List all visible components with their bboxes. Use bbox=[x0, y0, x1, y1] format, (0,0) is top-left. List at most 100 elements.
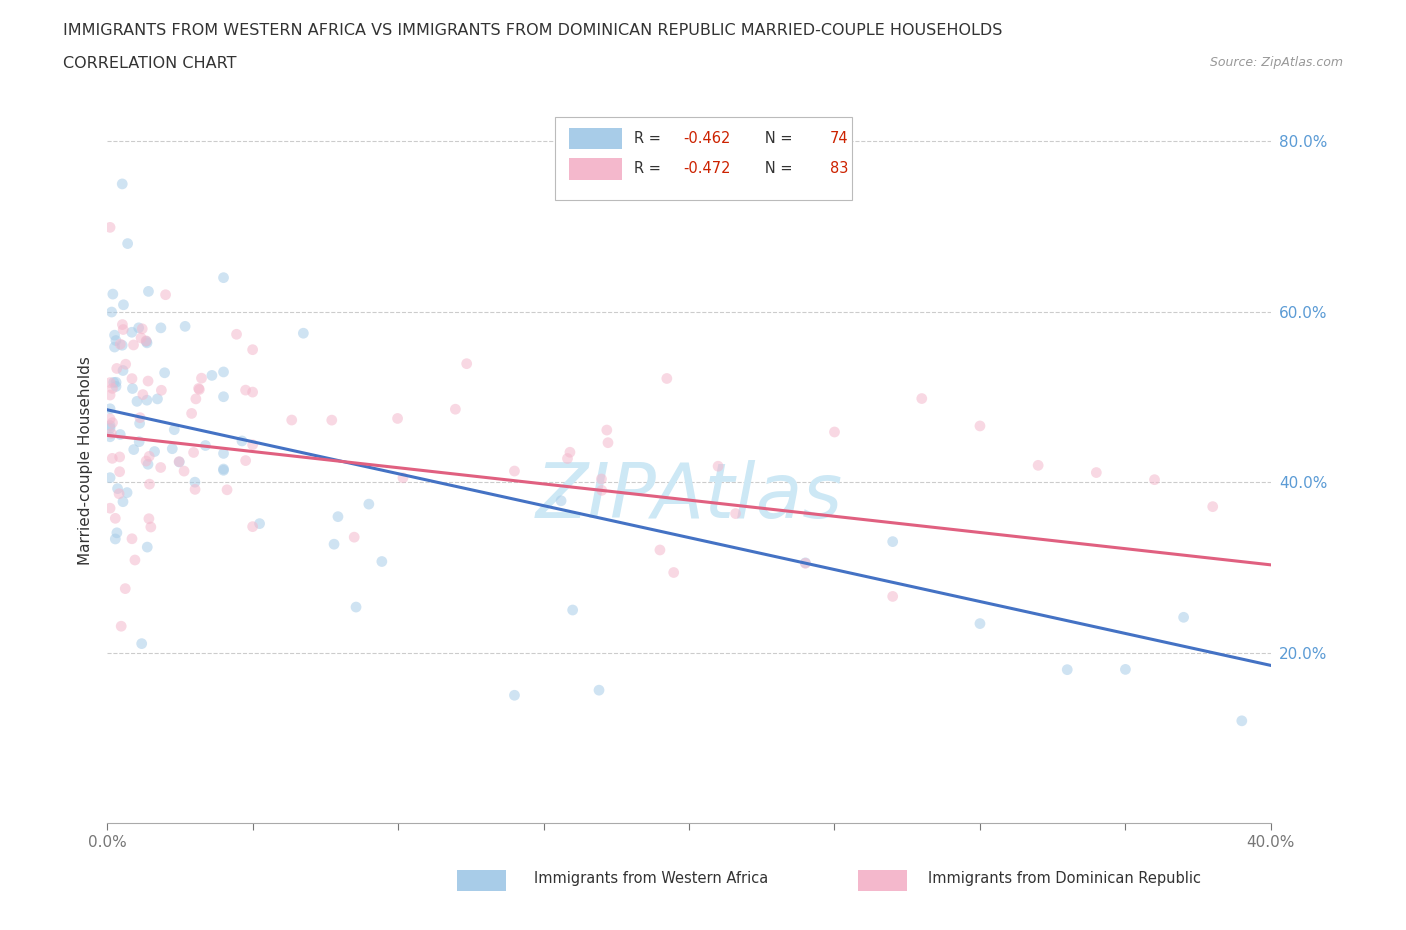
Point bbox=[131, 636, 153, 651]
Point bbox=[1202, 499, 1225, 514]
FancyBboxPatch shape bbox=[569, 158, 621, 179]
Text: Source: ZipAtlas.com: Source: ZipAtlas.com bbox=[1209, 56, 1343, 69]
Point bbox=[98, 430, 121, 445]
Point bbox=[122, 442, 145, 457]
Point bbox=[882, 534, 904, 549]
Point bbox=[326, 510, 349, 525]
Point bbox=[121, 325, 143, 339]
Point bbox=[136, 457, 159, 472]
Point bbox=[104, 511, 127, 525]
Point bbox=[194, 438, 217, 453]
Point bbox=[98, 219, 121, 234]
Point bbox=[1026, 458, 1049, 472]
Point bbox=[131, 322, 153, 337]
Point bbox=[794, 556, 817, 571]
Point bbox=[129, 330, 152, 345]
Point bbox=[153, 365, 176, 380]
Point bbox=[107, 481, 129, 496]
Text: R =: R = bbox=[634, 162, 666, 177]
Point bbox=[143, 445, 166, 459]
Point bbox=[112, 322, 135, 337]
Point bbox=[103, 327, 125, 342]
Text: IMMIGRANTS FROM WESTERN AFRICA VS IMMIGRANTS FROM DOMINICAN REPUBLIC MARRIED-COU: IMMIGRANTS FROM WESTERN AFRICA VS IMMIGR… bbox=[63, 23, 1002, 38]
Point bbox=[108, 464, 131, 479]
Point bbox=[180, 406, 202, 421]
Point bbox=[456, 356, 478, 371]
Point bbox=[557, 451, 579, 466]
Text: -0.472: -0.472 bbox=[683, 162, 731, 177]
Point bbox=[98, 402, 121, 417]
Point bbox=[235, 453, 257, 468]
Point bbox=[115, 485, 138, 500]
Point bbox=[969, 418, 991, 433]
Point bbox=[387, 411, 409, 426]
Point bbox=[212, 390, 235, 405]
Point bbox=[184, 482, 207, 497]
Point bbox=[121, 371, 143, 386]
FancyBboxPatch shape bbox=[555, 117, 852, 200]
Point bbox=[155, 287, 177, 302]
Point bbox=[1143, 472, 1166, 487]
Point bbox=[249, 516, 271, 531]
Point bbox=[190, 371, 212, 386]
Point bbox=[1085, 465, 1108, 480]
Point bbox=[561, 603, 583, 618]
Point bbox=[911, 392, 934, 406]
Point bbox=[724, 506, 747, 521]
Point bbox=[162, 441, 184, 456]
Point bbox=[1114, 662, 1136, 677]
Point bbox=[1230, 713, 1253, 728]
Point bbox=[110, 337, 132, 352]
Point bbox=[323, 537, 346, 551]
Point bbox=[648, 542, 671, 557]
Point bbox=[707, 458, 730, 473]
Point bbox=[128, 434, 150, 449]
Point bbox=[139, 520, 162, 535]
Point bbox=[117, 236, 139, 251]
Point bbox=[591, 483, 613, 498]
Point bbox=[105, 525, 128, 540]
Point bbox=[503, 463, 526, 478]
Point bbox=[292, 326, 315, 340]
Point bbox=[105, 379, 128, 394]
Point bbox=[183, 445, 205, 460]
Point bbox=[98, 411, 121, 426]
Point bbox=[173, 464, 195, 479]
Point bbox=[114, 581, 136, 596]
Point bbox=[105, 361, 128, 376]
Point bbox=[114, 357, 136, 372]
Point bbox=[98, 500, 121, 515]
Point bbox=[98, 375, 121, 390]
Point bbox=[212, 461, 235, 476]
Text: R =: R = bbox=[634, 131, 666, 146]
FancyBboxPatch shape bbox=[569, 127, 621, 150]
Point bbox=[111, 494, 134, 509]
Point bbox=[132, 387, 155, 402]
Point bbox=[242, 385, 264, 400]
Point bbox=[98, 388, 121, 403]
Point bbox=[108, 486, 131, 501]
Point bbox=[343, 530, 366, 545]
Point bbox=[101, 381, 124, 396]
Text: CORRELATION CHART: CORRELATION CHART bbox=[63, 56, 236, 71]
Point bbox=[135, 454, 157, 469]
Point bbox=[212, 463, 235, 478]
Point bbox=[550, 493, 572, 508]
Point bbox=[149, 460, 172, 475]
Point bbox=[591, 472, 613, 486]
Point bbox=[98, 420, 121, 435]
Point bbox=[103, 339, 125, 354]
Text: N =: N = bbox=[751, 162, 797, 177]
Point bbox=[128, 416, 150, 431]
Point bbox=[125, 394, 148, 409]
Point bbox=[128, 321, 150, 336]
Point bbox=[138, 449, 160, 464]
Point bbox=[136, 539, 159, 554]
Point bbox=[655, 371, 678, 386]
Point bbox=[794, 555, 817, 570]
Point bbox=[103, 375, 125, 390]
Point bbox=[146, 392, 169, 406]
Point bbox=[111, 317, 134, 332]
Point bbox=[122, 338, 145, 352]
Text: ZIPAtlas: ZIPAtlas bbox=[536, 460, 842, 534]
